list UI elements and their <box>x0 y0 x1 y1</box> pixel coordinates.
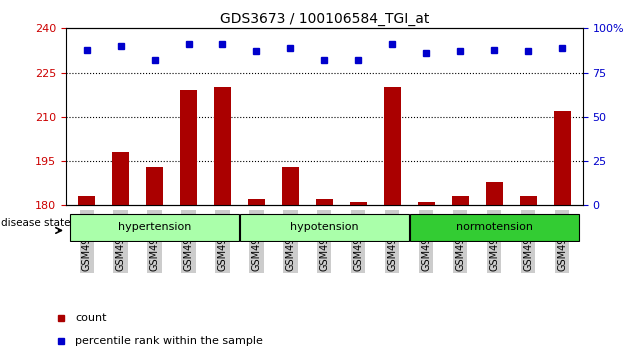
Bar <box>384 87 401 205</box>
Bar <box>350 202 367 205</box>
Text: disease state: disease state <box>1 218 71 228</box>
Text: hypertension: hypertension <box>118 222 191 232</box>
Text: normotension: normotension <box>456 222 533 232</box>
FancyBboxPatch shape <box>410 214 579 241</box>
Bar <box>418 202 435 205</box>
Bar <box>486 182 503 205</box>
Bar <box>554 111 571 205</box>
Bar <box>316 199 333 205</box>
Bar <box>112 152 129 205</box>
Bar <box>214 87 231 205</box>
Text: count: count <box>76 313 107 323</box>
Bar <box>78 196 95 205</box>
Bar <box>248 199 265 205</box>
FancyBboxPatch shape <box>70 214 239 241</box>
Text: hypotension: hypotension <box>290 222 358 232</box>
Bar <box>146 167 163 205</box>
Text: percentile rank within the sample: percentile rank within the sample <box>76 336 263 346</box>
Bar <box>180 90 197 205</box>
Bar <box>520 196 537 205</box>
Bar <box>452 196 469 205</box>
FancyBboxPatch shape <box>240 214 409 241</box>
Title: GDS3673 / 100106584_TGI_at: GDS3673 / 100106584_TGI_at <box>220 12 429 26</box>
Bar <box>282 167 299 205</box>
